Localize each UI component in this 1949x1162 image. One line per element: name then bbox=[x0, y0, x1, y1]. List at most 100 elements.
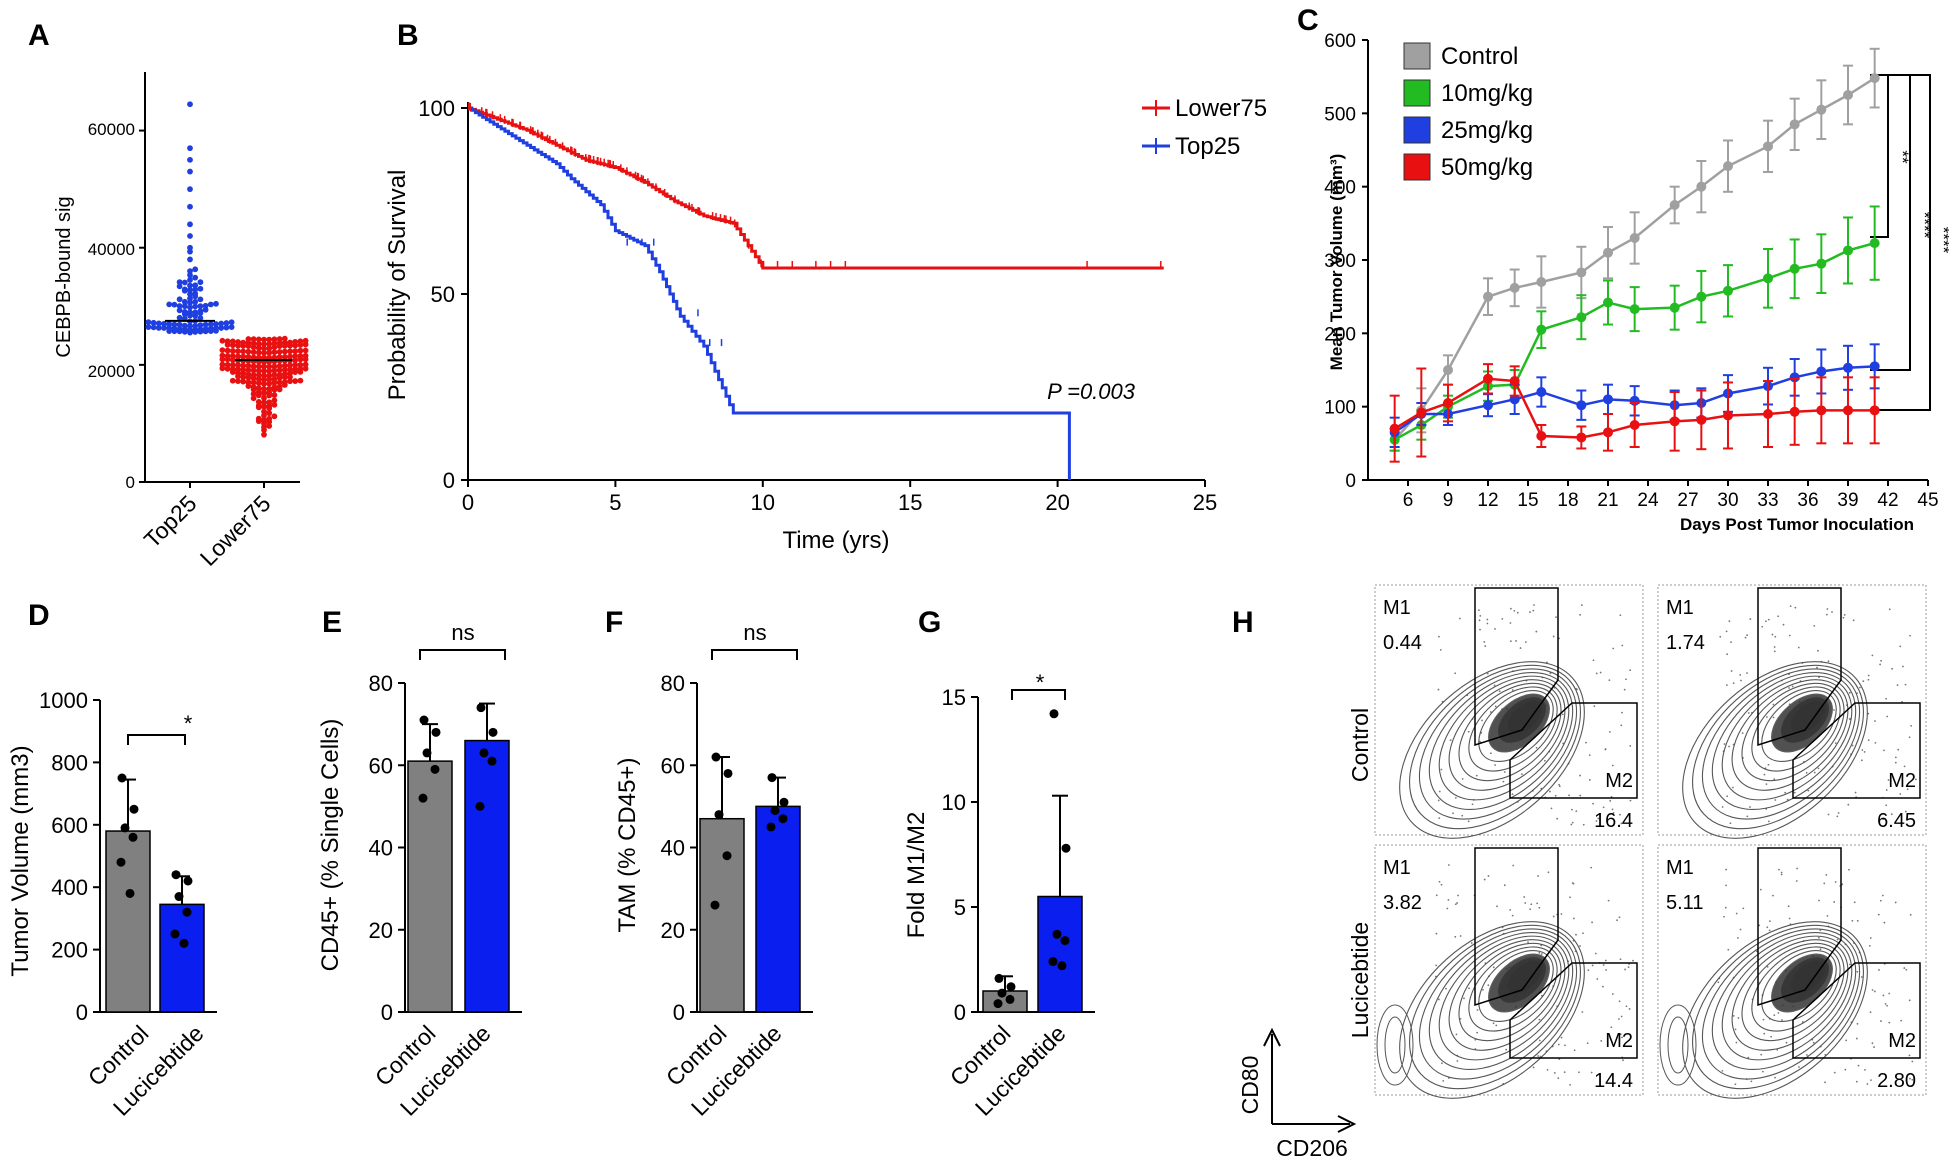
h-dot bbox=[1807, 789, 1810, 792]
h-dot bbox=[1777, 1011, 1780, 1014]
h-dot bbox=[1817, 649, 1819, 652]
h-contour bbox=[1741, 682, 1845, 782]
c-xtick-label: 30 bbox=[1717, 490, 1738, 511]
a-point-lower75 bbox=[297, 361, 304, 368]
c-point-50mgkg bbox=[1416, 407, 1427, 418]
a-point-top25 bbox=[155, 320, 162, 327]
h-dot bbox=[1608, 731, 1611, 733]
a-point-lower75 bbox=[266, 380, 273, 387]
c-point-10mgkg bbox=[1629, 304, 1640, 315]
h-dot bbox=[1602, 985, 1604, 988]
h-dot bbox=[1750, 1080, 1753, 1083]
h-dot bbox=[1734, 1028, 1737, 1031]
h-dot bbox=[1867, 674, 1870, 677]
h-dot bbox=[1785, 1041, 1788, 1044]
h-dot bbox=[1903, 765, 1906, 768]
a-point-lower75 bbox=[276, 363, 283, 369]
panel-e-ytick-label: 60 bbox=[369, 753, 393, 778]
h-dot bbox=[1463, 997, 1465, 1000]
h-contour bbox=[1448, 939, 1566, 1051]
h-dot bbox=[1470, 942, 1473, 944]
h-dot bbox=[1437, 998, 1440, 1001]
h-dot bbox=[1746, 634, 1748, 637]
h-contour bbox=[1721, 675, 1853, 801]
h-dot bbox=[1481, 719, 1483, 722]
h-dot bbox=[1909, 1077, 1911, 1080]
a-point-top25 bbox=[187, 268, 193, 275]
a-point-top25 bbox=[192, 266, 199, 273]
a-point-lower75 bbox=[245, 367, 252, 374]
h-dot bbox=[1571, 808, 1573, 811]
h-dot bbox=[1861, 749, 1864, 751]
h-dot bbox=[1834, 881, 1837, 883]
h-dot bbox=[1467, 820, 1470, 823]
h-gate-m1 bbox=[1757, 587, 1842, 747]
h-m1-value: 1.74 bbox=[1666, 632, 1705, 654]
a-point-lower75 bbox=[276, 348, 283, 355]
c-point-control bbox=[1629, 233, 1640, 243]
a-point-lower75 bbox=[261, 363, 267, 370]
h-dot bbox=[1909, 913, 1912, 916]
a-point-lower75 bbox=[255, 398, 262, 405]
h-dot bbox=[1479, 628, 1481, 631]
h-dot bbox=[1735, 1041, 1738, 1044]
c-point-control bbox=[1576, 267, 1587, 278]
h-dot bbox=[1592, 802, 1594, 805]
a-point-lower75 bbox=[245, 371, 252, 378]
h-dot bbox=[1595, 820, 1598, 822]
panel-f-ytick-label: 80 bbox=[661, 671, 685, 696]
a-xcat-top25: Top25 bbox=[139, 490, 202, 553]
a-point-lower75 bbox=[266, 415, 273, 422]
a-point-top25 bbox=[176, 321, 183, 328]
a-point-lower75 bbox=[250, 336, 257, 343]
h-dot bbox=[1890, 813, 1893, 816]
h-dot bbox=[1494, 705, 1497, 708]
h-contour bbox=[1438, 935, 1570, 1061]
a-point-lower75 bbox=[302, 361, 309, 368]
a-point-top25 bbox=[197, 296, 204, 303]
c-point-50mgkg bbox=[1843, 405, 1853, 416]
panel-h-flow: Control Lucicebtide CD80 CD206 M1 0.44 M2 1… bbox=[1237, 584, 1927, 1161]
h-dot bbox=[1519, 647, 1522, 649]
h-dot bbox=[1561, 713, 1564, 716]
c-xtick-label: 21 bbox=[1597, 490, 1618, 511]
h-dot bbox=[1579, 613, 1582, 616]
a-point-lower75 bbox=[235, 353, 241, 360]
b-xtick-label: 0 bbox=[462, 490, 474, 515]
a-point-top25 bbox=[166, 301, 173, 308]
h-dot bbox=[1767, 820, 1770, 823]
panel-f-datapoint bbox=[767, 773, 777, 783]
panel-f-ytick-label: 0 bbox=[673, 1000, 685, 1025]
h-contour bbox=[1468, 686, 1558, 772]
h-dot bbox=[1437, 688, 1440, 691]
c-xtick-label: 9 bbox=[1443, 490, 1454, 511]
h-dot bbox=[1732, 682, 1735, 684]
h-dot bbox=[1767, 763, 1770, 766]
h-contour bbox=[1692, 924, 1864, 1090]
a-point-lower75 bbox=[271, 354, 278, 361]
a-point-top25 bbox=[181, 279, 188, 286]
h-dot bbox=[1749, 806, 1751, 808]
a-point-top25 bbox=[197, 322, 204, 328]
c-point-25mgkg bbox=[1536, 387, 1547, 397]
h-dot bbox=[1467, 730, 1470, 733]
a-point-lower75 bbox=[250, 372, 257, 378]
panel-e-datapoint bbox=[487, 756, 497, 766]
a-point-lower75 bbox=[266, 345, 273, 352]
a-point-lower75 bbox=[224, 347, 231, 354]
h-dot bbox=[1891, 667, 1894, 670]
h-dot bbox=[1765, 783, 1768, 786]
a-point-lower75 bbox=[229, 377, 236, 384]
h-dot bbox=[1882, 994, 1885, 997]
h-dot bbox=[1529, 611, 1531, 613]
a-ytick-0: 0 bbox=[126, 473, 135, 492]
b-xtick-label: 5 bbox=[609, 490, 621, 515]
h-dot bbox=[1575, 933, 1577, 936]
h-m1-label: M1 bbox=[1383, 857, 1411, 879]
a-point-top25 bbox=[187, 277, 193, 283]
c-point-25mgkg bbox=[1509, 394, 1520, 405]
a-point-top25 bbox=[192, 323, 199, 329]
h-dot bbox=[1512, 864, 1515, 867]
h-dot bbox=[1558, 785, 1561, 788]
panel-f-datapoint bbox=[778, 814, 788, 824]
